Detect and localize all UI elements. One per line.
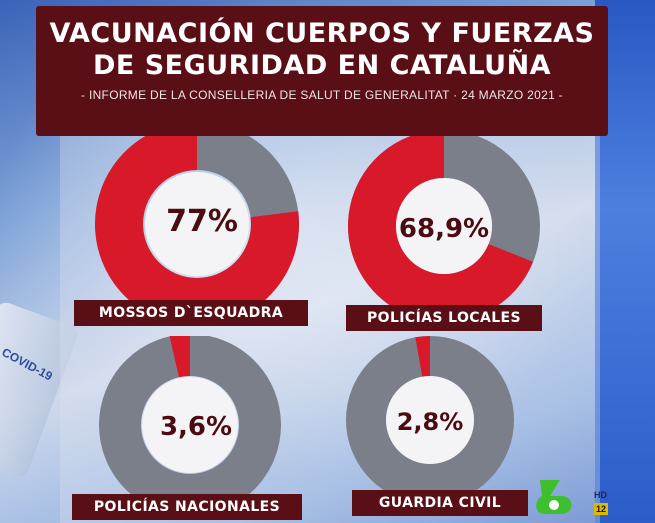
channel-number-badge: 12 bbox=[594, 503, 608, 515]
percentage-value: 2,8% bbox=[396, 408, 464, 436]
category-label-policias-locales: POLICÍAS LOCALES bbox=[346, 305, 542, 331]
title-line-1: VACUNACIÓN CUERPOS Y FUERZAS bbox=[49, 18, 595, 49]
donut-hole bbox=[396, 178, 492, 274]
category-label-policias-nacionales: POLICÍAS NACIONALES bbox=[72, 494, 302, 520]
category-label-mossos: MOSSOS D`ESQUADRA bbox=[74, 300, 308, 326]
donut-hole bbox=[145, 172, 249, 276]
chart-card-policias-nacionales: 3,6% bbox=[60, 336, 320, 496]
percentage-value: 77% bbox=[166, 204, 238, 239]
donut-vaccinated-segment bbox=[348, 136, 534, 322]
lasexta-logo-icon bbox=[536, 480, 572, 514]
donut-vaccinated-segment bbox=[415, 336, 431, 377]
donut-chart-policias-locales bbox=[348, 136, 540, 322]
hd-badge: HD bbox=[594, 490, 607, 500]
percentage-value: 3,6% bbox=[159, 412, 233, 442]
donut-vaccinated-segment bbox=[169, 336, 191, 378]
chart-card-guardia-civil: 2,8% bbox=[330, 336, 590, 496]
title-line-2: DE SEGURIDAD EN CATALUÑA bbox=[92, 50, 552, 81]
category-label-guardia-civil: GUARDIA CIVIL bbox=[352, 490, 528, 516]
page-title: VACUNACIÓN CUERPOS Y FUERZAS DE SEGURIDA… bbox=[36, 18, 608, 82]
header-banner: VACUNACIÓN CUERPOS Y FUERZAS DE SEGURIDA… bbox=[36, 6, 608, 136]
donut-chart-guardia-civil bbox=[346, 336, 514, 496]
page-subtitle: - INFORME DE LA CONSELLERIA DE SALUT DE … bbox=[81, 88, 563, 102]
donut-hole bbox=[386, 376, 474, 464]
donut-hole bbox=[142, 377, 238, 473]
donut-vaccinated-segment bbox=[95, 136, 299, 326]
percentage-value: 68,9% bbox=[398, 214, 490, 244]
chart-card-policias-locales: 68,9% bbox=[330, 136, 590, 330]
